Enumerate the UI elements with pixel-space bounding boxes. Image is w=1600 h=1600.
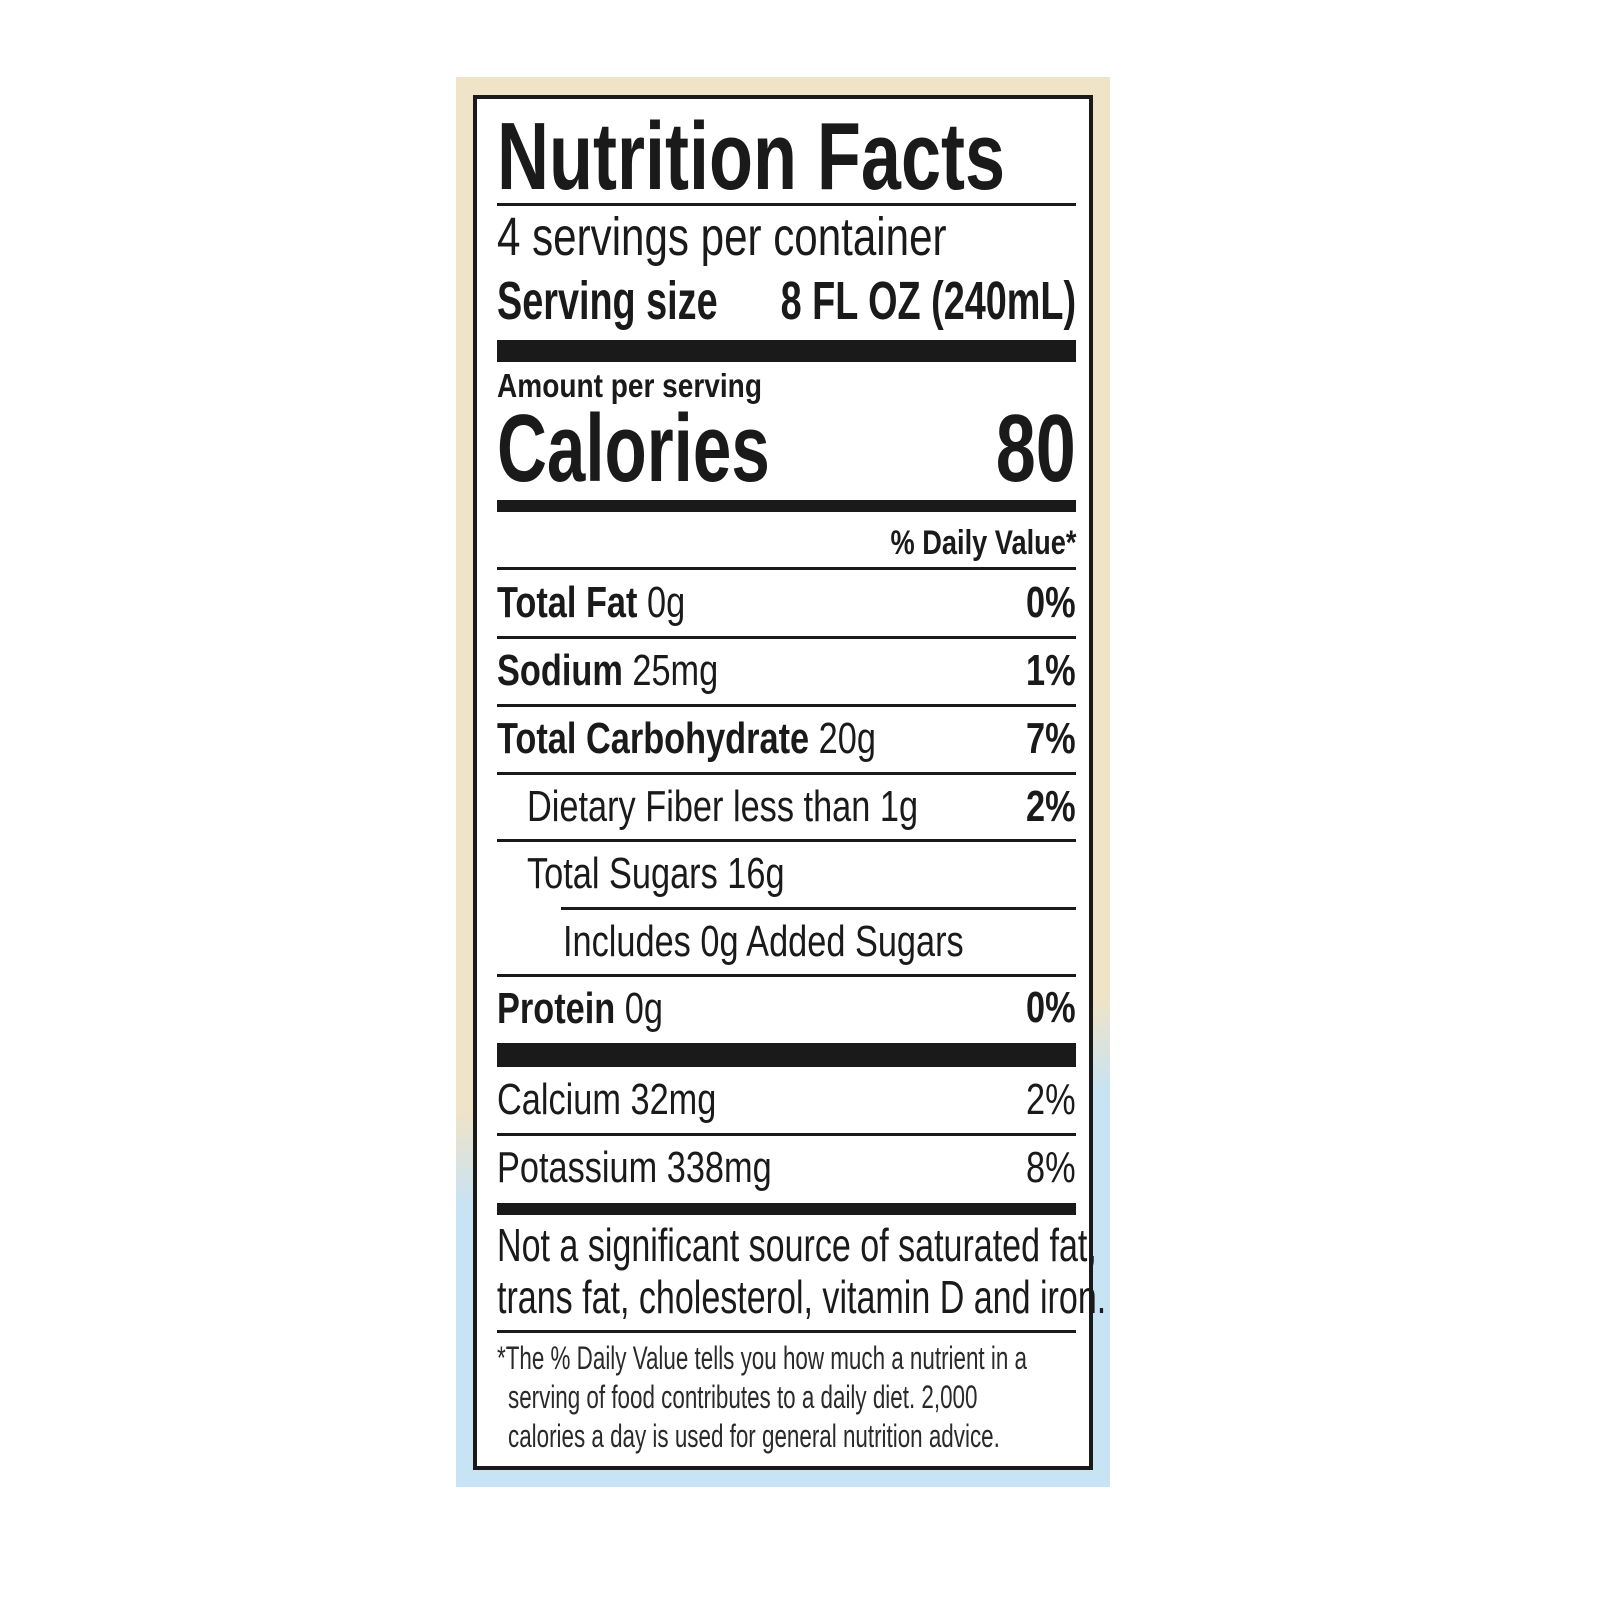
servings-per-container: 4 servings per container [497,207,1073,267]
daily-value-text: % Daily Value* [890,524,1076,562]
nutrient-name: Total Fat [497,578,638,627]
divider [497,772,1076,775]
divider [497,1133,1076,1136]
divider [497,203,1076,206]
nutrient-amount: 25mg [632,646,719,695]
footnote-line: calories a day is used for general nutri… [508,1418,1000,1454]
nutrient-row-total-sugars: Total Sugars 16g [497,841,1076,907]
mineral-name: Potassium 338mg [497,1143,772,1192]
mineral-dv: 2% [1026,1075,1076,1124]
nutrient-name: Protein [497,984,616,1033]
nutrient-dv: 0% [1026,983,1076,1032]
mineral-row-calcium: Calcium 32mg 2% [497,1067,1076,1133]
not-significant-statement: Not a significant source of saturated fa… [497,1219,1320,1323]
nutrient-name: Total Carbohydrate [497,714,810,763]
calories-row: Calories 80 [497,399,1076,499]
nutrition-facts-label: Nutrition Facts 4 servings per container… [473,95,1106,1470]
thick-divider [497,500,1076,512]
amount-per-serving: Amount per serving [497,366,809,406]
amount-per-serving-text: Amount per serving [497,367,762,404]
nutrient-amount: 0g [624,984,663,1033]
footnote-line: serving of food contributes to a daily d… [508,1379,978,1415]
serving-size: Serving size 8 FL OZ (240mL) [497,271,1076,331]
title-text: Nutrition Facts [497,103,1006,210]
mineral-dv: 8% [1026,1143,1076,1192]
mineral-row-potassium: Potassium 338mg 8% [497,1135,1076,1201]
thick-divider [497,340,1076,362]
nutrient-dv: 7% [1026,714,1076,763]
divider [497,704,1076,707]
serving-size-label: Serving size [497,271,718,331]
nutrient-amount: 0g [646,578,686,627]
divider [497,974,1076,977]
divider [561,907,1076,910]
calories-label: Calories [497,395,770,502]
label-title: Nutrition Facts [497,107,1174,207]
divider [497,1330,1076,1333]
nutrient-amount: 20g [818,714,876,763]
nutrient-dv: 2% [1026,782,1076,831]
divider [497,839,1076,842]
nutrient-name: Includes 0g Added Sugars [563,917,964,966]
thick-divider [497,1203,1076,1215]
nutrient-row-added-sugars: Includes 0g Added Sugars 0% [497,909,1076,1032]
nutrient-name: Total Sugars 16g [527,849,785,898]
daily-value-footnote: *The % Daily Value tells you how much a … [497,1339,1254,1456]
divider [497,636,1076,639]
nutrient-row-dietary-fiber: Dietary Fiber less than 1g 2% [497,774,1076,840]
footnote-line: *The % Daily Value tells you how much a … [497,1340,1027,1376]
nutrient-name: Dietary Fiber less than 1g [527,782,919,831]
statement-line: Not a significant source of saturated fa… [497,1219,1097,1271]
nutrient-name: Sodium [497,646,623,695]
nutrient-row-total-carbohydrate: Total Carbohydrate 20g 7% [497,706,1076,772]
nutrient-row-total-fat: Total Fat 0g 0% [497,570,1076,636]
servings-text: 4 servings per container [497,207,947,267]
mineral-name: Calcium 32mg [497,1075,717,1124]
nutrient-row-protein: Protein 0g [497,976,1076,1042]
divider [497,567,1076,570]
thick-divider [497,1043,1076,1067]
statement-line: trans fat, cholesterol, vitamin D and ir… [497,1271,1107,1323]
nutrient-row-sodium: Sodium 25mg 1% [497,638,1076,704]
nutrient-dv: 1% [1026,646,1076,695]
nutrient-dv: 0% [1026,578,1076,627]
serving-size-value: 8 FL OZ (240mL) [780,271,1076,331]
calories-value: 80 [995,395,1076,502]
